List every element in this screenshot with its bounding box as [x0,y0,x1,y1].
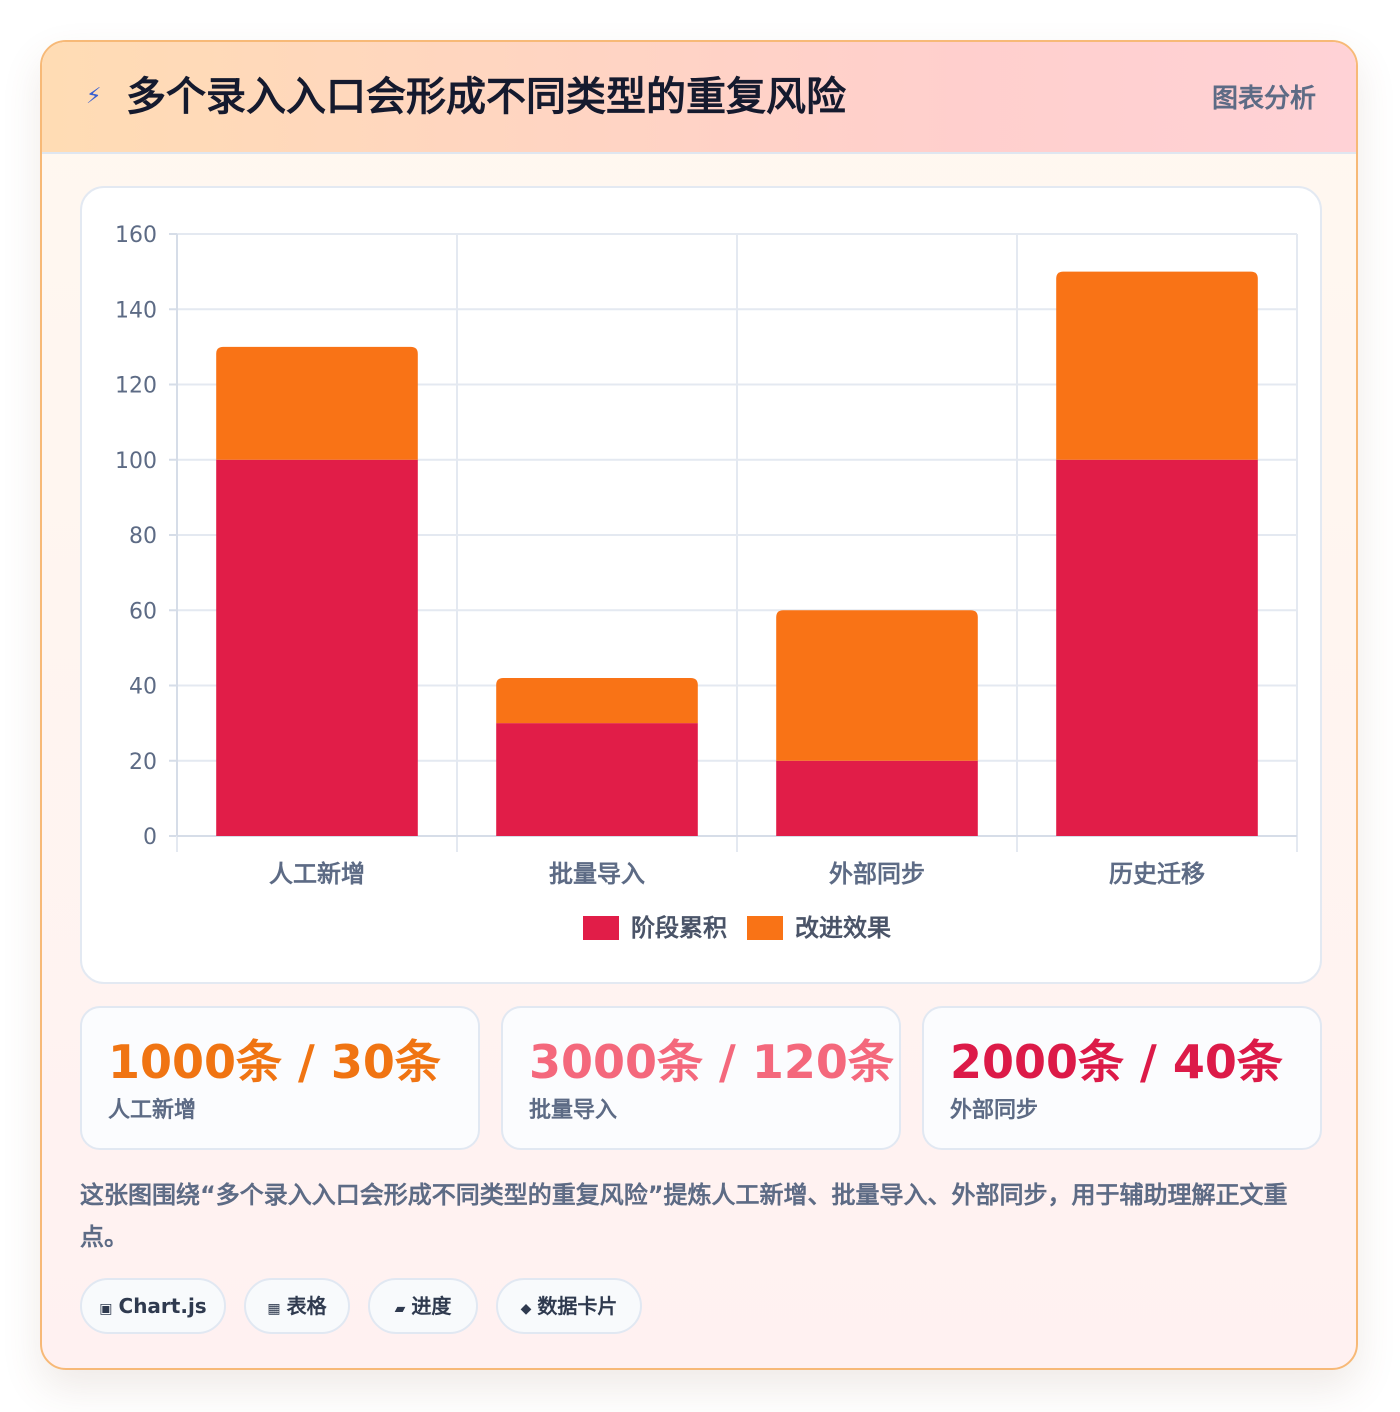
legend-swatch [747,916,783,940]
progress-icon: ▰ [394,1301,406,1317]
legend-label: 阶段累积 [631,914,727,942]
chart-icon: ▣ [99,1301,113,1317]
chart-description: 这张图围绕“多个录入入口会形成不同类型的重复风险”提炼人工新增、批量导入、外部同… [80,1181,1288,1251]
stat-label: 人工新增 [108,1098,197,1123]
y-tick-label: 20 [129,750,157,775]
chip-chartjs[interactable]: ▣ Chart.js [80,1278,226,1334]
card-header: ⚡ 多个录入入口会形成不同类型的重复风险 图表分析 [42,42,1356,154]
bar-2 [1056,271,1258,460]
chart-panel: 0 20 40 60 80 100 120 140 160 人工新增 批量导入 外部同步 历史迁移阶段累… [80,186,1322,984]
stat-card-3: 2000条 / 40条 外部同步 [922,1006,1322,1150]
bar-2 [776,610,978,761]
x-category-label: 人工新增 [269,860,365,888]
y-tick-label: 160 [115,223,157,248]
chip-label: Chart.js [118,1294,207,1318]
bar-1 [1056,459,1258,836]
stat-value: 3000条 / 120条 [529,1035,894,1089]
chip-progress[interactable]: ▰ 进度 [368,1278,478,1334]
bar-2 [216,346,418,460]
bar-2 [496,677,698,724]
stat-label: 批量导入 [529,1098,618,1123]
chip-table[interactable]: ▦ 表格 [244,1278,350,1334]
chip-label: 表格 [286,1294,327,1318]
chip-label: 数据卡片 [537,1294,618,1318]
y-tick-label: 40 [129,675,157,700]
bar-1 [496,723,698,836]
stat-cards: 1000条 / 30条 人工新增 3000条 / 120条 批量导入 2000条… [80,1006,1322,1150]
x-category-label: 外部同步 [829,860,925,888]
bar-1 [776,760,978,836]
chart-card: ⚡ 多个录入入口会形成不同类型的重复风险 图表分析 0 20 40 60 80 100 12… [40,40,1358,1370]
lightning-icon: ⚡ [86,84,102,109]
y-tick-label: 0 [143,825,157,850]
legend-label: 改进效果 [795,914,891,942]
stat-value: 1000条 / 30条 [108,1035,441,1089]
y-tick-label: 120 [115,374,157,399]
bar-1 [216,459,418,836]
chart-analysis-tag: 图表分析 [1211,84,1316,114]
stat-value: 2000条 / 40条 [950,1035,1283,1089]
chip-label: 进度 [411,1294,452,1318]
bar-chart: 0 20 40 60 80 100 120 140 160 人工新增 批量导入 外部同步 历史迁移阶段累… [115,223,1298,942]
legend-swatch [583,916,619,940]
x-category-label: 批量导入 [549,860,645,888]
y-tick-label: 100 [115,449,157,474]
stat-card-1: 1000条 / 30条 人工新增 [80,1006,480,1150]
card-title: 多个录入入口会形成不同类型的重复风险 [126,74,846,120]
y-tick-label: 140 [115,298,157,323]
stat-card-2: 3000条 / 120条 批量导入 [501,1006,901,1150]
table-icon: ▦ [267,1301,281,1317]
card-icon: ◆ [520,1301,532,1317]
y-tick-label: 60 [129,599,157,624]
chip-data-card[interactable]: ◆ 数据卡片 [496,1278,642,1334]
y-tick-label: 80 [129,524,157,549]
stat-label: 外部同步 [950,1098,1039,1123]
x-category-label: 历史迁移 [1109,860,1205,888]
